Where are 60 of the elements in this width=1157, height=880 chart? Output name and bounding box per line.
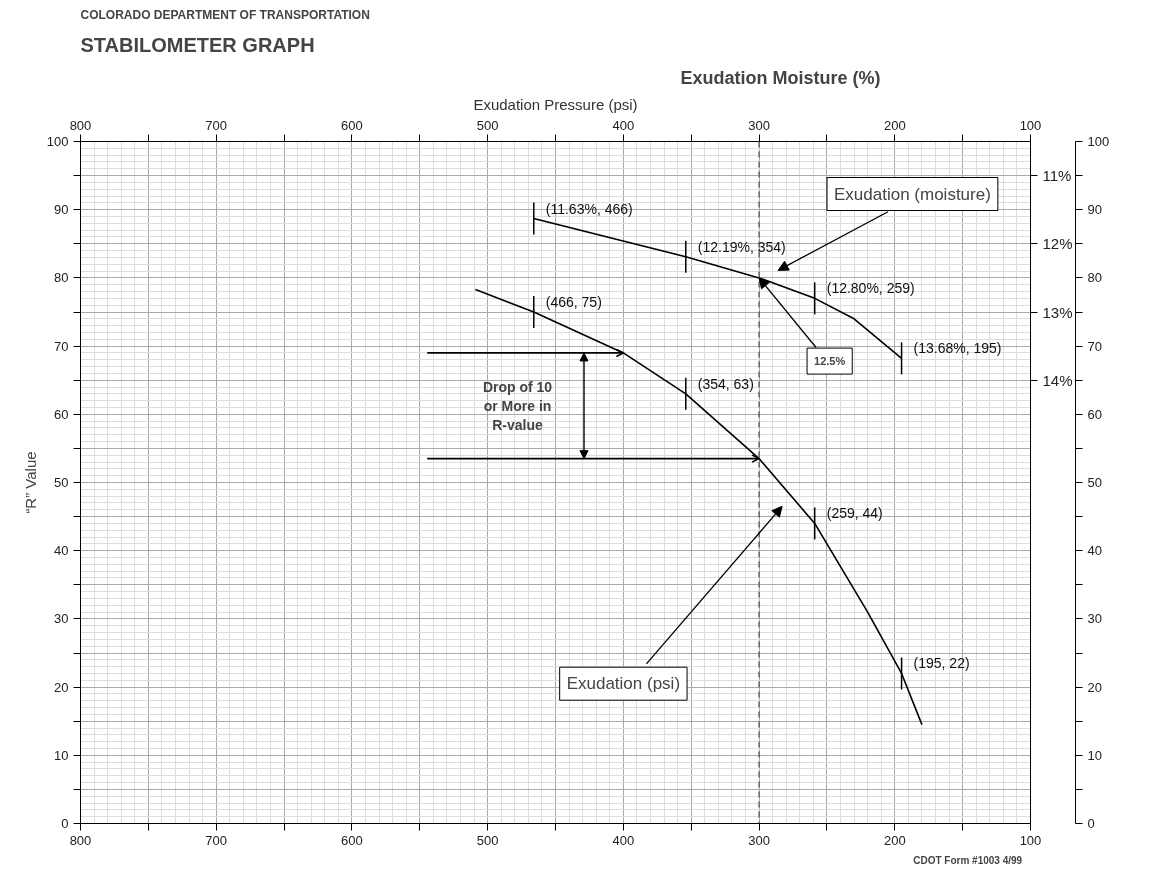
y-tick-label: 90 bbox=[54, 202, 69, 218]
y3-tick-label: 10 bbox=[1087, 747, 1102, 763]
y2-axis-title: Exudation Moisture (%) bbox=[680, 67, 881, 88]
y-tick-label: 80 bbox=[54, 270, 69, 286]
data-label: (259, 44) bbox=[826, 505, 883, 522]
y2-tick-label: 13% bbox=[1042, 303, 1073, 321]
chart-subtitle: COLORADO DEPARTMENT OF TRANSPORTATION bbox=[80, 7, 370, 22]
x-tick-label: 800 bbox=[69, 117, 92, 133]
y3-tick-label: 20 bbox=[1087, 679, 1102, 695]
data-label: (195, 22) bbox=[913, 655, 970, 672]
y-tick-label: 30 bbox=[54, 611, 69, 627]
y3-tick-label: 90 bbox=[1087, 202, 1102, 218]
x-tick-label: 500 bbox=[476, 117, 499, 133]
y-tick-label: 70 bbox=[54, 338, 69, 354]
y-axis-title: “R” Value bbox=[21, 451, 39, 514]
x-tick-label: 600 bbox=[341, 117, 363, 133]
x2-tick-label: 500 bbox=[476, 832, 499, 848]
x2-tick-label: 200 bbox=[883, 832, 906, 848]
annotation: 12.5% bbox=[814, 355, 846, 368]
x2-tick-label: 300 bbox=[748, 832, 770, 848]
y2-tick-label: 14% bbox=[1042, 371, 1073, 389]
x2-tick-label: 400 bbox=[612, 832, 635, 848]
chart-title: STABILOMETER GRAPH bbox=[80, 33, 315, 56]
annotation: Drop of 10 or More in R-value bbox=[482, 378, 553, 433]
x-tick-label: 700 bbox=[205, 117, 228, 133]
y3-tick-label: 70 bbox=[1087, 338, 1102, 354]
data-label: (354, 63) bbox=[697, 375, 754, 392]
y3-tick-label: 0 bbox=[1087, 816, 1095, 831]
y3-tick-label: 60 bbox=[1087, 406, 1102, 422]
data-label: (13.68%, 195) bbox=[913, 340, 1002, 357]
y2-tick-label: 11% bbox=[1042, 167, 1072, 185]
y-tick-label: 20 bbox=[54, 679, 69, 695]
x2-axis-title: Exudation Pressure (psi) bbox=[473, 95, 638, 113]
x-tick-label: 200 bbox=[883, 117, 906, 133]
data-label: (11.63%, 466) bbox=[545, 200, 633, 217]
x-tick-label: 300 bbox=[748, 117, 770, 133]
text: CDOT Form #1003 4/99 bbox=[913, 854, 1023, 866]
y-tick-label: 100 bbox=[46, 134, 69, 149]
x2-tick-label: 800 bbox=[69, 832, 92, 848]
x-tick-label: 100 bbox=[1019, 117, 1042, 133]
annotation: Exudation (psi) bbox=[566, 674, 681, 694]
y2-tick-label: 12% bbox=[1042, 235, 1073, 253]
y3-tick-label: 30 bbox=[1087, 611, 1102, 627]
annotation: Exudation (moisture) bbox=[834, 184, 991, 204]
y-tick-label: 0 bbox=[61, 816, 69, 831]
y3-tick-label: 50 bbox=[1087, 475, 1102, 490]
y-tick-label: 60 bbox=[54, 406, 69, 422]
y-tick-label: 50 bbox=[54, 475, 69, 490]
y3-tick-label: 40 bbox=[1087, 543, 1102, 559]
y-tick-label: 40 bbox=[54, 543, 69, 559]
x2-tick-label: 600 bbox=[341, 832, 363, 848]
x2-tick-label: 700 bbox=[205, 832, 228, 848]
x2-tick-label: 100 bbox=[1019, 832, 1042, 848]
y3-tick-label: 80 bbox=[1087, 270, 1102, 286]
data-label: (466, 75) bbox=[545, 294, 602, 310]
data-label: (12.19%, 354) bbox=[697, 238, 786, 255]
y3-tick-label: 100 bbox=[1087, 134, 1110, 149]
x-tick-label: 400 bbox=[612, 117, 635, 133]
data-label: (12.80%, 259) bbox=[826, 280, 915, 297]
y-tick-label: 10 bbox=[54, 747, 69, 763]
